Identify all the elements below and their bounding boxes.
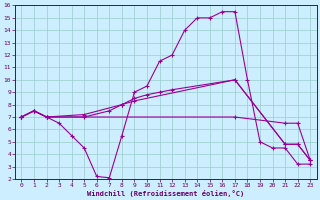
X-axis label: Windchill (Refroidissement éolien,°C): Windchill (Refroidissement éolien,°C)	[87, 190, 244, 197]
